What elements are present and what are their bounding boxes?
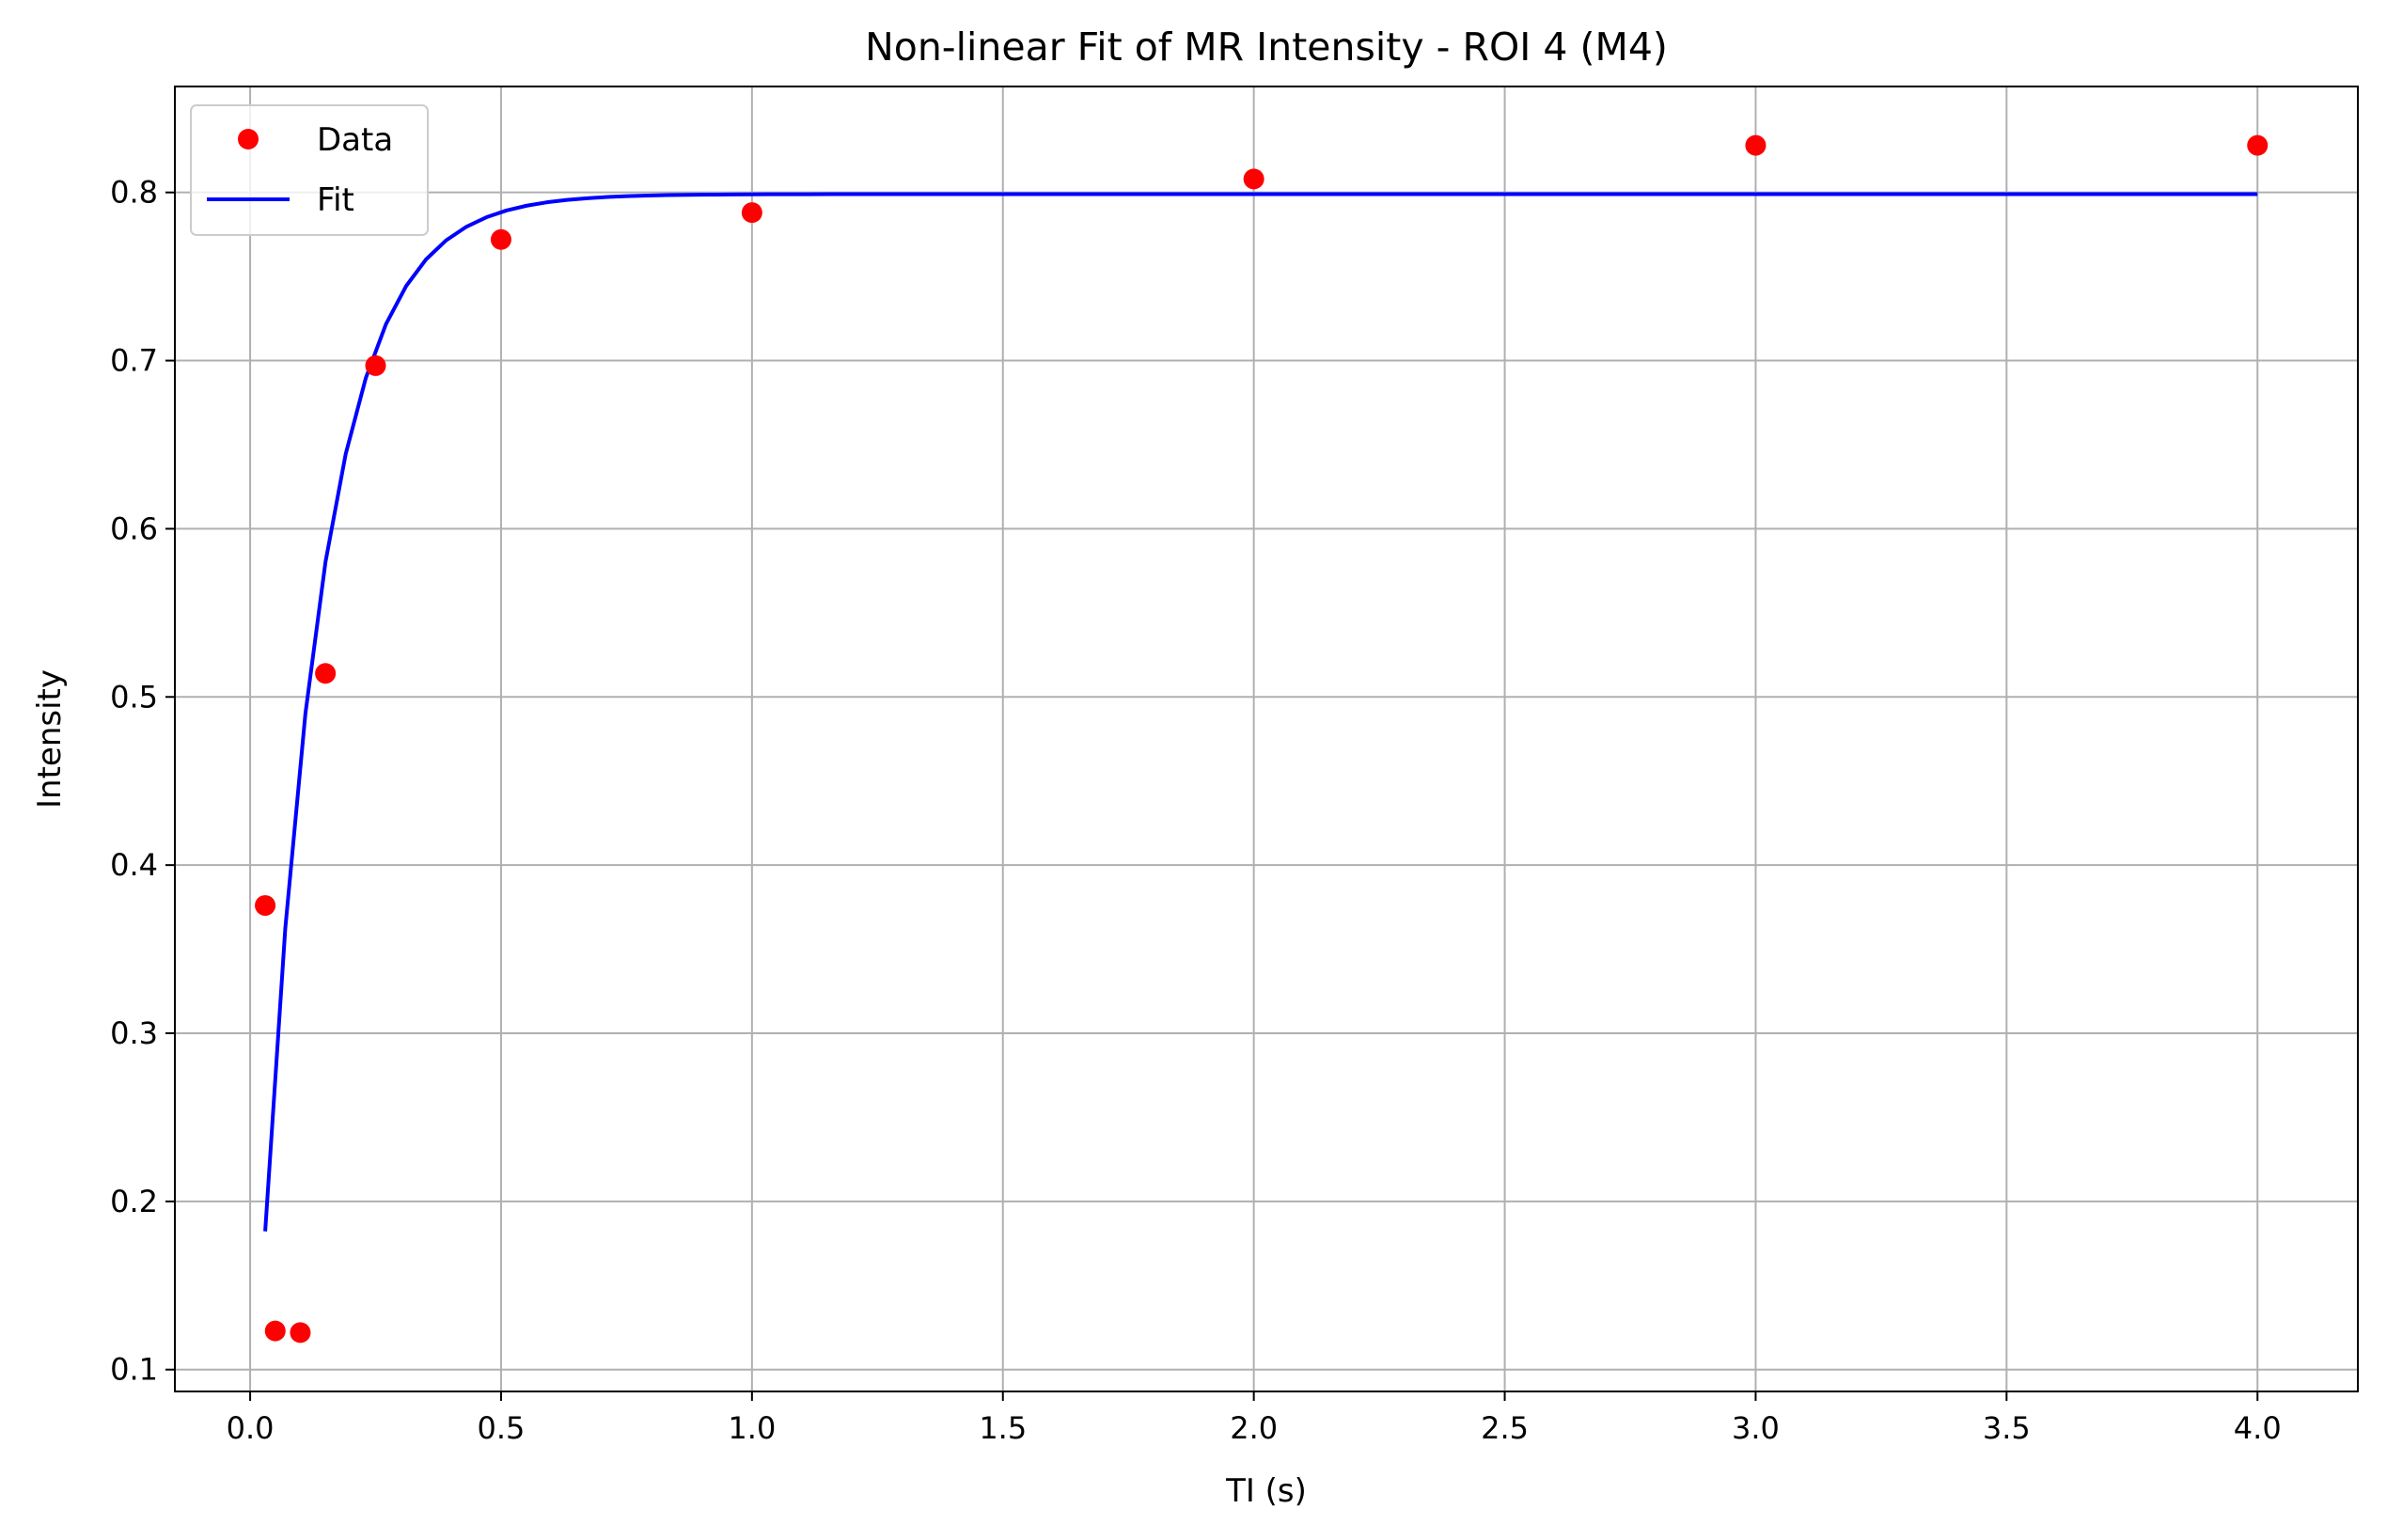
data-point xyxy=(365,354,386,376)
data-point xyxy=(315,663,337,684)
x-tick-label: 1.5 xyxy=(979,1410,1027,1446)
x-tick-label: 1.0 xyxy=(728,1410,776,1446)
x-tick-label: 0.5 xyxy=(478,1410,526,1446)
y-tick-label: 0.1 xyxy=(110,1352,158,1388)
data-layer xyxy=(255,134,2269,1344)
y-axis-ticks: 0.1 0.2 0.3 0.4 0.5 0.6 0.7 0.8 xyxy=(110,175,175,1388)
y-tick-label: 0.5 xyxy=(110,679,158,715)
x-tick-label: 2.5 xyxy=(1481,1410,1529,1446)
x-axis-ticks: 0.0 0.5 1.0 1.5 2.0 2.5 3.0 3.5 4.0 xyxy=(227,1391,2282,1446)
y-tick-label: 0.7 xyxy=(110,343,158,379)
y-tick-label: 0.4 xyxy=(110,847,158,883)
data-point xyxy=(1243,168,1264,190)
y-tick-label: 0.3 xyxy=(110,1015,158,1051)
legend: Data Fit xyxy=(190,104,429,236)
x-tick-label: 2.0 xyxy=(1230,1410,1278,1446)
x-axis-label: TI (s) xyxy=(1225,1472,1307,1510)
x-tick-label: 3.0 xyxy=(1732,1410,1780,1446)
x-tick-label: 3.5 xyxy=(1983,1410,2031,1446)
data-point xyxy=(255,895,276,917)
y-tick-label: 0.6 xyxy=(110,511,158,546)
plot-area-background xyxy=(175,86,2358,1391)
data-point xyxy=(741,202,762,224)
data-point xyxy=(490,228,511,250)
x-tick-label: 4.0 xyxy=(2234,1410,2282,1446)
data-point xyxy=(264,1320,286,1342)
data-point xyxy=(290,1322,311,1344)
chart-title: Non-linear Fit of MR Intensity - ROI 4 (… xyxy=(865,24,1668,70)
legend-fit-label: Fit xyxy=(317,181,354,219)
plot-frame xyxy=(174,86,2359,1392)
x-tick-label: 0.0 xyxy=(227,1410,275,1446)
y-tick-label: 0.2 xyxy=(110,1184,158,1219)
legend-data-label: Data xyxy=(317,121,393,159)
fit-layer xyxy=(263,192,2258,1232)
legend-data-marker xyxy=(238,129,259,149)
y-tick-label: 0.8 xyxy=(110,175,158,211)
data-point xyxy=(2247,134,2269,156)
fit-line xyxy=(263,192,2258,1232)
data-point xyxy=(1745,134,1767,156)
y-axis-label: Intensity xyxy=(31,669,69,809)
